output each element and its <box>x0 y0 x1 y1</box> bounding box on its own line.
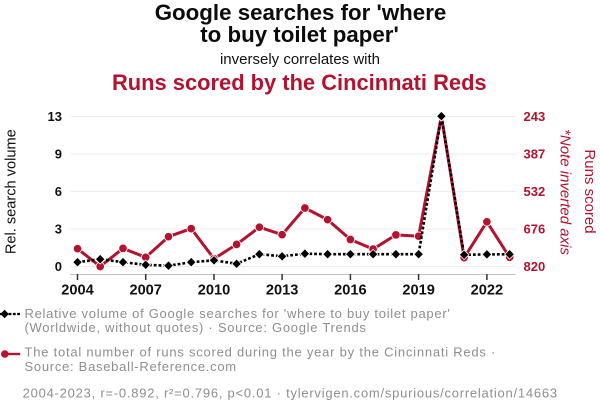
svg-text:*Note inverted axis: *Note inverted axis <box>557 129 574 255</box>
svg-text:2004-2023, r=-0.892, r²=0.796,: 2004-2023, r=-0.892, r²=0.796, p<0.01 · … <box>23 386 558 401</box>
svg-text:2007: 2007 <box>129 283 161 299</box>
svg-text:3: 3 <box>55 222 62 237</box>
svg-text:to buy toilet paper': to buy toilet paper' <box>200 22 399 47</box>
svg-text:387: 387 <box>524 147 546 162</box>
svg-text:0: 0 <box>55 259 62 274</box>
svg-text:Rel. search volume: Rel. search volume <box>4 129 20 254</box>
svg-text:676: 676 <box>524 222 546 237</box>
svg-text:The total number of runs score: The total number of runs scored during t… <box>25 344 497 359</box>
svg-text:(Worldwide, without quotes) ·: (Worldwide, without quotes) · Source: Go… <box>25 320 367 335</box>
svg-text:Google searches for 'where: Google searches for 'where <box>155 0 447 25</box>
svg-text:532: 532 <box>524 184 546 199</box>
svg-text:inversely correlates with: inversely correlates with <box>220 51 380 68</box>
svg-text:2004: 2004 <box>61 283 94 299</box>
svg-text:13: 13 <box>48 109 62 124</box>
svg-text:6: 6 <box>55 184 62 199</box>
svg-text:243: 243 <box>524 109 546 124</box>
svg-text:2010: 2010 <box>198 283 230 299</box>
svg-text:2016: 2016 <box>334 283 366 299</box>
svg-text:820: 820 <box>524 259 546 274</box>
svg-text:Source: Baseball-Reference.com: Source: Baseball-Reference.com <box>25 359 237 374</box>
svg-text:9: 9 <box>55 147 62 162</box>
svg-text:2022: 2022 <box>471 283 503 299</box>
svg-text:Runs scored: Runs scored <box>581 149 598 233</box>
svg-text:2019: 2019 <box>402 283 434 299</box>
svg-text:Runs scored by the Cincinnati: Runs scored by the Cincinnati Reds <box>112 70 487 95</box>
svg-text:2013: 2013 <box>266 283 298 299</box>
svg-text:Relative volume of Google sear: Relative volume of Google searches for '… <box>25 306 451 321</box>
